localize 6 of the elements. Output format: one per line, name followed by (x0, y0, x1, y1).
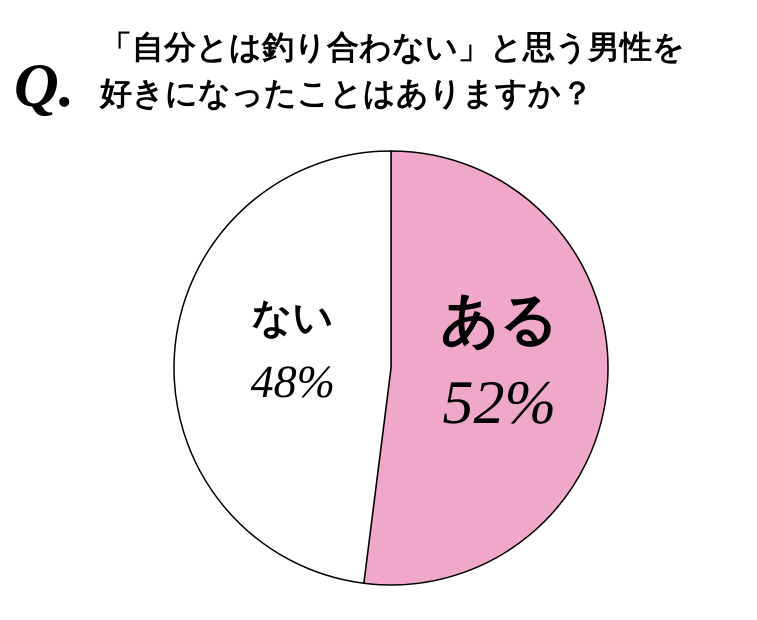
chart-title: 「自分とは釣り合わない」と思う男性を好きになったことはありますか？ (98, 28, 685, 112)
slice-label: ある (440, 284, 558, 353)
data-label: 48% (250, 356, 335, 408)
text: Q. (14, 52, 74, 120)
slice-label: ない (252, 295, 334, 342)
data-label: 52% (442, 368, 556, 437)
